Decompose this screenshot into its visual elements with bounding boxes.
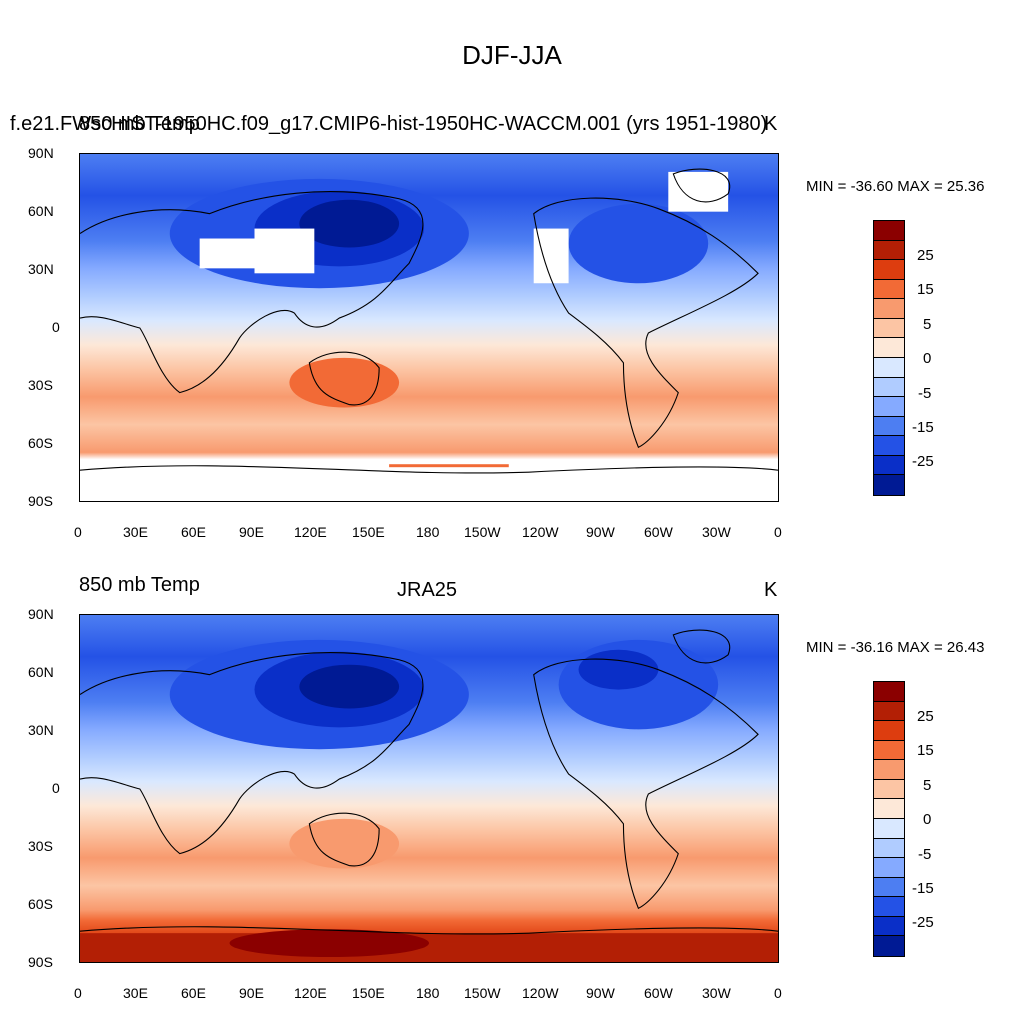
panel-2-colorbar-swatch xyxy=(874,936,904,956)
panel-1-lon-tick-90w: 90W xyxy=(586,524,615,540)
panel-2-colorbar-swatch xyxy=(874,877,904,898)
panel-2-lat-tick-30n: 30N xyxy=(28,722,54,738)
panel-1-lat-tick-30s: 30S xyxy=(28,377,53,393)
panel-1-colorbar-label-5: 5 xyxy=(923,316,932,333)
panel-2-lon-tick-120e: 120E xyxy=(294,985,327,1001)
panel-1-map-svg xyxy=(80,154,778,501)
panel-2-colorbar xyxy=(873,681,905,957)
panel-2-lon-tick-90e: 90E xyxy=(239,985,264,1001)
panel-2-lat-tick-30s: 30S xyxy=(28,838,53,854)
panel-2-lat-tick-60n: 60N xyxy=(28,664,54,680)
panel-2-colorbar-swatch xyxy=(874,818,904,839)
panel-1-colorbar-swatch xyxy=(874,221,904,241)
panel-1-colorbar-swatch xyxy=(874,299,904,319)
panel-2-lat-tick-60s: 60S xyxy=(28,896,53,912)
panel-2-map xyxy=(79,614,779,963)
panel-1-lon-tick-60w: 60W xyxy=(644,524,673,540)
panel-2-colorbar-swatch xyxy=(874,916,904,937)
panel-1-lat-tick-60s: 60S xyxy=(28,435,53,451)
panel-2-colorbar-swatch xyxy=(874,760,904,780)
panel-1-lon-tick-60e: 60E xyxy=(181,524,206,540)
panel-2-colorbar-swatch xyxy=(874,701,904,722)
panel-1-lon-tick-120e: 120E xyxy=(294,524,327,540)
panel-1-colorbar-swatch xyxy=(874,338,904,358)
panel-1-units: K xyxy=(764,113,778,135)
panel-1-lat-tick-90n: 90N xyxy=(28,145,54,161)
panel-1-colorbar-label-m25: -25 xyxy=(912,453,934,470)
panel-2-colorbar-swatch xyxy=(874,721,904,741)
panel-1-colorbar-swatch xyxy=(874,279,904,300)
panel-1-colorbar-label-25: 25 xyxy=(917,247,934,264)
panel-2-colorbar-label-m25: -25 xyxy=(912,914,934,931)
panel-1-colorbar-swatch xyxy=(874,455,904,476)
panel-2-lon-tick-150e: 150E xyxy=(352,985,385,1001)
panel-1-colorbar-swatch xyxy=(874,318,904,339)
panel-1-lon-tick-150e: 150E xyxy=(352,524,385,540)
panel-1-map xyxy=(79,153,779,502)
panel-2-colorbar-label-25: 25 xyxy=(917,708,934,725)
panel-2-lat-tick-eq: 0 xyxy=(52,780,60,796)
panel-1-colorbar-label-m15: -15 xyxy=(912,419,934,436)
panel-1-colorbar-label-15: 15 xyxy=(917,281,934,298)
panel-2-lon-tick-60w: 60W xyxy=(644,985,673,1001)
panel-2-lat-tick-90n: 90N xyxy=(28,606,54,622)
panel-2-lon-tick-0-end: 0 xyxy=(774,985,782,1001)
panel-2-colorbar-swatch xyxy=(874,779,904,800)
panel-1-variable-string: 850 mb Temp xyxy=(79,113,200,135)
panel-1-lat-tick-30n: 30N xyxy=(28,261,54,277)
panel-1-colorbar-swatch xyxy=(874,436,904,456)
panel-2-lon-tick-120w: 120W xyxy=(522,985,559,1001)
panel-1-lon-tick-30w: 30W xyxy=(702,524,731,540)
panel-1-lon-tick-120w: 120W xyxy=(522,524,559,540)
panel-1-minmax: MIN = -36.60 MAX = 25.36 xyxy=(806,178,985,195)
panel-2-map-svg xyxy=(80,615,778,962)
panel-2-lon-tick-0: 0 xyxy=(74,985,82,1001)
panel-1-lat-tick-eq: 0 xyxy=(52,319,60,335)
panel-2-lon-tick-180: 180 xyxy=(416,985,440,1001)
panel-2-colorbar-label-m5: -5 xyxy=(918,846,932,863)
panel-1-colorbar-swatch xyxy=(874,397,904,417)
panel-1-colorbar-swatch xyxy=(874,240,904,261)
panel-2-colorbar-swatch xyxy=(874,838,904,859)
panel-1-lon-tick-0: 0 xyxy=(74,524,82,540)
panel-2-lon-tick-30e: 30E xyxy=(123,985,148,1001)
panel-2-colorbar-swatch xyxy=(874,799,904,819)
panel-1-colorbar-swatch xyxy=(874,357,904,378)
panel-1-colorbar-swatch xyxy=(874,416,904,437)
panel-2-lat-tick-90s: 90S xyxy=(28,954,53,970)
panel-2-colorbar-label-5: 5 xyxy=(923,777,932,794)
panel-1-lat-tick-60n: 60N xyxy=(28,203,54,219)
panel-2-colorbar-swatch xyxy=(874,858,904,878)
panel-2-colorbar-swatch xyxy=(874,740,904,761)
panel-1-colorbar-label-m5: -5 xyxy=(918,385,932,402)
panel-2-center-string: JRA25 xyxy=(397,579,458,601)
panel-2-colorbar-swatch xyxy=(874,897,904,917)
panel-1-colorbar-swatch xyxy=(874,260,904,280)
panel-1-colorbar-label-0: 0 xyxy=(923,350,932,367)
panel-1-lon-tick-150w: 150W xyxy=(464,524,501,540)
panel-2-lon-tick-150w: 150W xyxy=(464,985,501,1001)
panel-1-lat-tick-90s: 90S xyxy=(28,493,53,509)
panel-1-lon-tick-180: 180 xyxy=(416,524,440,540)
panel-2-units: K xyxy=(764,579,778,601)
panel-2-colorbar-label-0: 0 xyxy=(923,811,932,828)
panel-1-colorbar xyxy=(873,220,905,496)
panel-2-minmax: MIN = -36.16 MAX = 26.43 xyxy=(806,639,985,656)
panel-2-colorbar-swatch xyxy=(874,682,904,702)
panel-2-colorbar-label-15: 15 xyxy=(917,742,934,759)
panel-1-lon-tick-90e: 90E xyxy=(239,524,264,540)
main-title: DJF-JJA xyxy=(462,40,562,70)
panel-2-left-string: 850 mb Temp xyxy=(79,574,200,596)
panel-2-colorbar-label-m15: -15 xyxy=(912,880,934,897)
panel-2-lon-tick-30w: 30W xyxy=(702,985,731,1001)
panel-1-lon-tick-30e: 30E xyxy=(123,524,148,540)
panel-1-colorbar-swatch xyxy=(874,475,904,495)
panel-1-lon-tick-0-end: 0 xyxy=(774,524,782,540)
panel-1-colorbar-swatch xyxy=(874,377,904,398)
panel-2-lon-tick-90w: 90W xyxy=(586,985,615,1001)
panel-2-lon-tick-60e: 60E xyxy=(181,985,206,1001)
panel-1-left-string: f.e21.FWscHIST-1950HC.f09_g17.CMIP6-hist… xyxy=(10,113,768,135)
